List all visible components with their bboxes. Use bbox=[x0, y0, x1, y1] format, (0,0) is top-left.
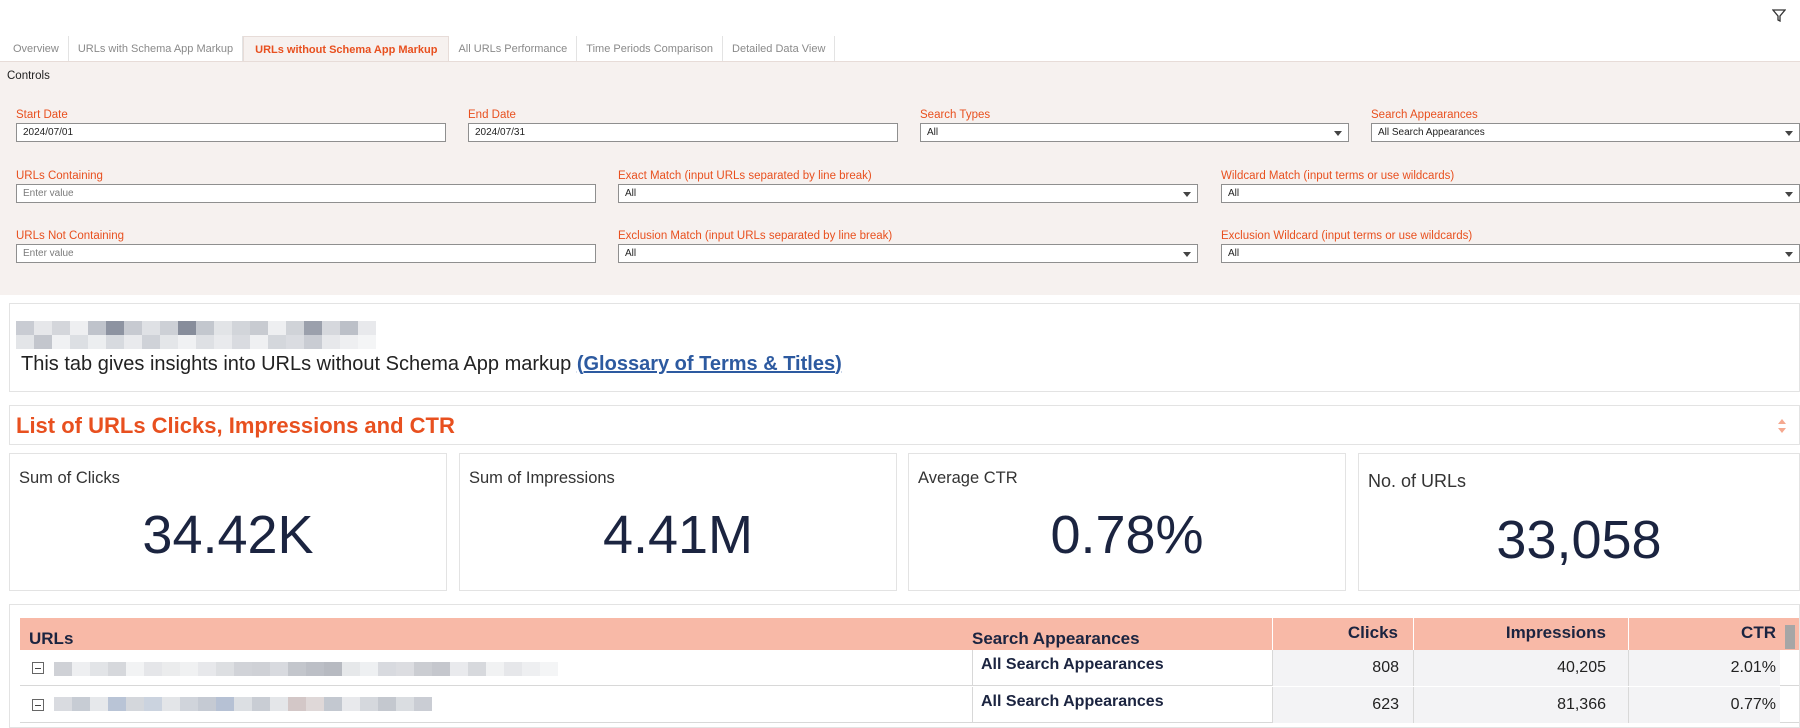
chevron-down-icon bbox=[1785, 131, 1793, 136]
tab-overview[interactable]: Overview bbox=[4, 36, 69, 61]
header-clicks[interactable]: Clicks bbox=[1272, 618, 1412, 650]
table-scrollbar[interactable] bbox=[1785, 625, 1795, 649]
kpi-value: 34.42K bbox=[142, 505, 314, 565]
wildcard-match-select[interactable]: All bbox=[1221, 184, 1800, 203]
exclusion-match-select[interactable]: All bbox=[618, 244, 1198, 263]
start-date-input[interactable]: 2024/07/01 bbox=[16, 123, 446, 142]
exclusion-match-value: All bbox=[625, 248, 637, 259]
cell-clicks: 808 bbox=[1272, 650, 1413, 686]
kpi-label: Average CTR bbox=[918, 469, 1018, 487]
chevron-down-icon bbox=[1183, 252, 1191, 257]
section-title: List of URLs Clicks, Impressions and CTR bbox=[16, 413, 455, 438]
cell-ctr: 2.01% bbox=[1628, 650, 1780, 686]
wildcard-match-value: All bbox=[1228, 188, 1240, 199]
page-tabs: Overview URLs with Schema App Markup URL… bbox=[4, 36, 836, 61]
exclusion-match-label: Exclusion Match (input URLs separated by… bbox=[618, 230, 893, 242]
section-card: List of URLs Clicks, Impressions and CTR bbox=[9, 405, 1800, 445]
glossary-link-close: ) bbox=[835, 353, 842, 375]
filter-icon[interactable] bbox=[1772, 8, 1786, 22]
chevron-down-icon bbox=[1785, 192, 1793, 197]
start-date-control: Start Date 2024/07/01 bbox=[16, 109, 446, 142]
search-types-value: All bbox=[927, 127, 939, 138]
redacted-url bbox=[54, 697, 432, 711]
redacted-url bbox=[54, 662, 558, 676]
urls-containing-label: URLs Containing bbox=[16, 170, 103, 182]
intro-card: This tab gives insights into URLs withou… bbox=[9, 303, 1800, 392]
search-types-label: Search Types bbox=[920, 109, 991, 121]
glossary-link[interactable]: (Glossary of Terms & Titles) bbox=[577, 353, 842, 375]
exact-match-value: All bbox=[625, 188, 637, 199]
chevron-down-icon bbox=[1785, 252, 1793, 257]
kpi-card-clicks: Sum of Clicks 34.42K bbox=[9, 453, 447, 591]
end-date-label: End Date bbox=[468, 109, 516, 121]
end-date-input[interactable]: 2024/07/31 bbox=[468, 123, 898, 142]
search-appearances-select[interactable]: All Search Appearances bbox=[1371, 123, 1800, 142]
search-appearances-control: Search Appearances All Search Appearance… bbox=[1371, 109, 1800, 142]
exact-match-label: Exact Match (input URLs separated by lin… bbox=[618, 170, 872, 182]
exact-match-select[interactable]: All bbox=[618, 184, 1198, 203]
tab-time-periods-comparison[interactable]: Time Periods Comparison bbox=[577, 36, 724, 61]
exclusion-wildcard-value: All bbox=[1228, 248, 1240, 259]
intro-text: This tab gives insights into URLs withou… bbox=[21, 353, 842, 376]
urls-containing-input[interactable]: Enter value bbox=[16, 184, 596, 203]
header-ctr[interactable]: CTR bbox=[1628, 618, 1780, 650]
table-row[interactable]: All Search Appearances 623 81,366 0.77% bbox=[20, 687, 1799, 723]
chevron-down-icon bbox=[1183, 192, 1191, 197]
header-impressions[interactable]: Impressions bbox=[1413, 618, 1628, 650]
search-appearances-label: Search Appearances bbox=[1371, 109, 1478, 121]
exclusion-match-control: Exclusion Match (input URLs separated by… bbox=[618, 230, 1198, 263]
kpi-card-impressions: Sum of Impressions 4.41M bbox=[459, 453, 897, 591]
kpi-label: No. of URLs bbox=[1368, 471, 1467, 491]
search-appearances-value: All Search Appearances bbox=[1378, 127, 1485, 138]
kpi-label: Sum of Impressions bbox=[469, 469, 615, 487]
urls-not-containing-control: URLs Not Containing Enter value bbox=[16, 230, 596, 263]
wildcard-match-label: Wildcard Match (input terms or use wildc… bbox=[1221, 170, 1455, 182]
top-bar bbox=[0, 0, 1800, 36]
controls-panel: Controls Start Date 2024/07/01 End Date … bbox=[0, 61, 1800, 295]
header-search-appearances[interactable]: Search Appearances bbox=[972, 629, 1140, 648]
tab-urls-without-schema[interactable]: URLs without Schema App Markup bbox=[243, 36, 450, 61]
urls-not-containing-label: URLs Not Containing bbox=[16, 230, 125, 242]
end-date-control: End Date 2024/07/31 bbox=[468, 109, 898, 142]
urls-containing-control: URLs Containing Enter value bbox=[16, 170, 596, 203]
table-header: URLs Search Appearances Clicks Impressio… bbox=[20, 618, 1799, 650]
kpi-label: Sum of Clicks bbox=[19, 469, 120, 487]
glossary-link-text: Glossary of Terms & Titles bbox=[583, 353, 836, 375]
cell-impressions: 40,205 bbox=[1413, 650, 1628, 686]
exact-match-control: Exact Match (input URLs separated by lin… bbox=[618, 170, 1198, 203]
kpi-card-url-count: No. of URLs 33,058 bbox=[1358, 453, 1800, 591]
search-types-select[interactable]: All bbox=[920, 123, 1349, 142]
collapse-icon[interactable] bbox=[32, 662, 44, 674]
cell-ctr: 0.77% bbox=[1628, 687, 1780, 723]
urls-table: URLs Search Appearances Clicks Impressio… bbox=[9, 604, 1800, 728]
kpi-value: 33,058 bbox=[1496, 510, 1662, 570]
exclusion-wildcard-label: Exclusion Wildcard (input terms or use w… bbox=[1221, 230, 1473, 242]
header-urls[interactable]: URLs bbox=[29, 629, 74, 648]
tab-all-urls-performance[interactable]: All URLs Performance bbox=[449, 36, 578, 61]
exclusion-wildcard-select[interactable]: All bbox=[1221, 244, 1800, 263]
table-row[interactable]: All Search Appearances 808 40,205 2.01% bbox=[20, 650, 1799, 686]
chevron-down-icon bbox=[1334, 131, 1342, 136]
kpi-card-ctr: Average CTR 0.78% bbox=[908, 453, 1346, 591]
controls-title: Controls bbox=[7, 70, 50, 82]
kpi-value: 4.41M bbox=[602, 505, 754, 565]
cell-impressions: 81,366 bbox=[1413, 687, 1628, 723]
collapse-icon[interactable] bbox=[32, 699, 44, 711]
cell-clicks: 623 bbox=[1272, 687, 1413, 723]
kpi-value: 0.78% bbox=[1050, 505, 1204, 565]
tab-detailed-data-view[interactable]: Detailed Data View bbox=[723, 36, 836, 61]
urls-not-containing-input[interactable]: Enter value bbox=[16, 244, 596, 263]
exclusion-wildcard-control: Exclusion Wildcard (input terms or use w… bbox=[1221, 230, 1800, 263]
redacted-logo-lower bbox=[16, 335, 376, 349]
intro-description: This tab gives insights into URLs withou… bbox=[21, 353, 577, 375]
sort-arrows-icon[interactable] bbox=[1777, 416, 1787, 436]
redacted-logo bbox=[16, 321, 376, 335]
cell-search-appearance: All Search Appearances bbox=[972, 650, 1272, 686]
start-date-label: Start Date bbox=[16, 109, 68, 121]
cell-search-appearance: All Search Appearances bbox=[972, 687, 1272, 723]
tab-urls-with-schema[interactable]: URLs with Schema App Markup bbox=[69, 36, 244, 61]
glossary-link-open: ( bbox=[576, 353, 584, 375]
wildcard-match-control: Wildcard Match (input terms or use wildc… bbox=[1221, 170, 1800, 203]
search-types-control: Search Types All bbox=[920, 109, 1349, 142]
